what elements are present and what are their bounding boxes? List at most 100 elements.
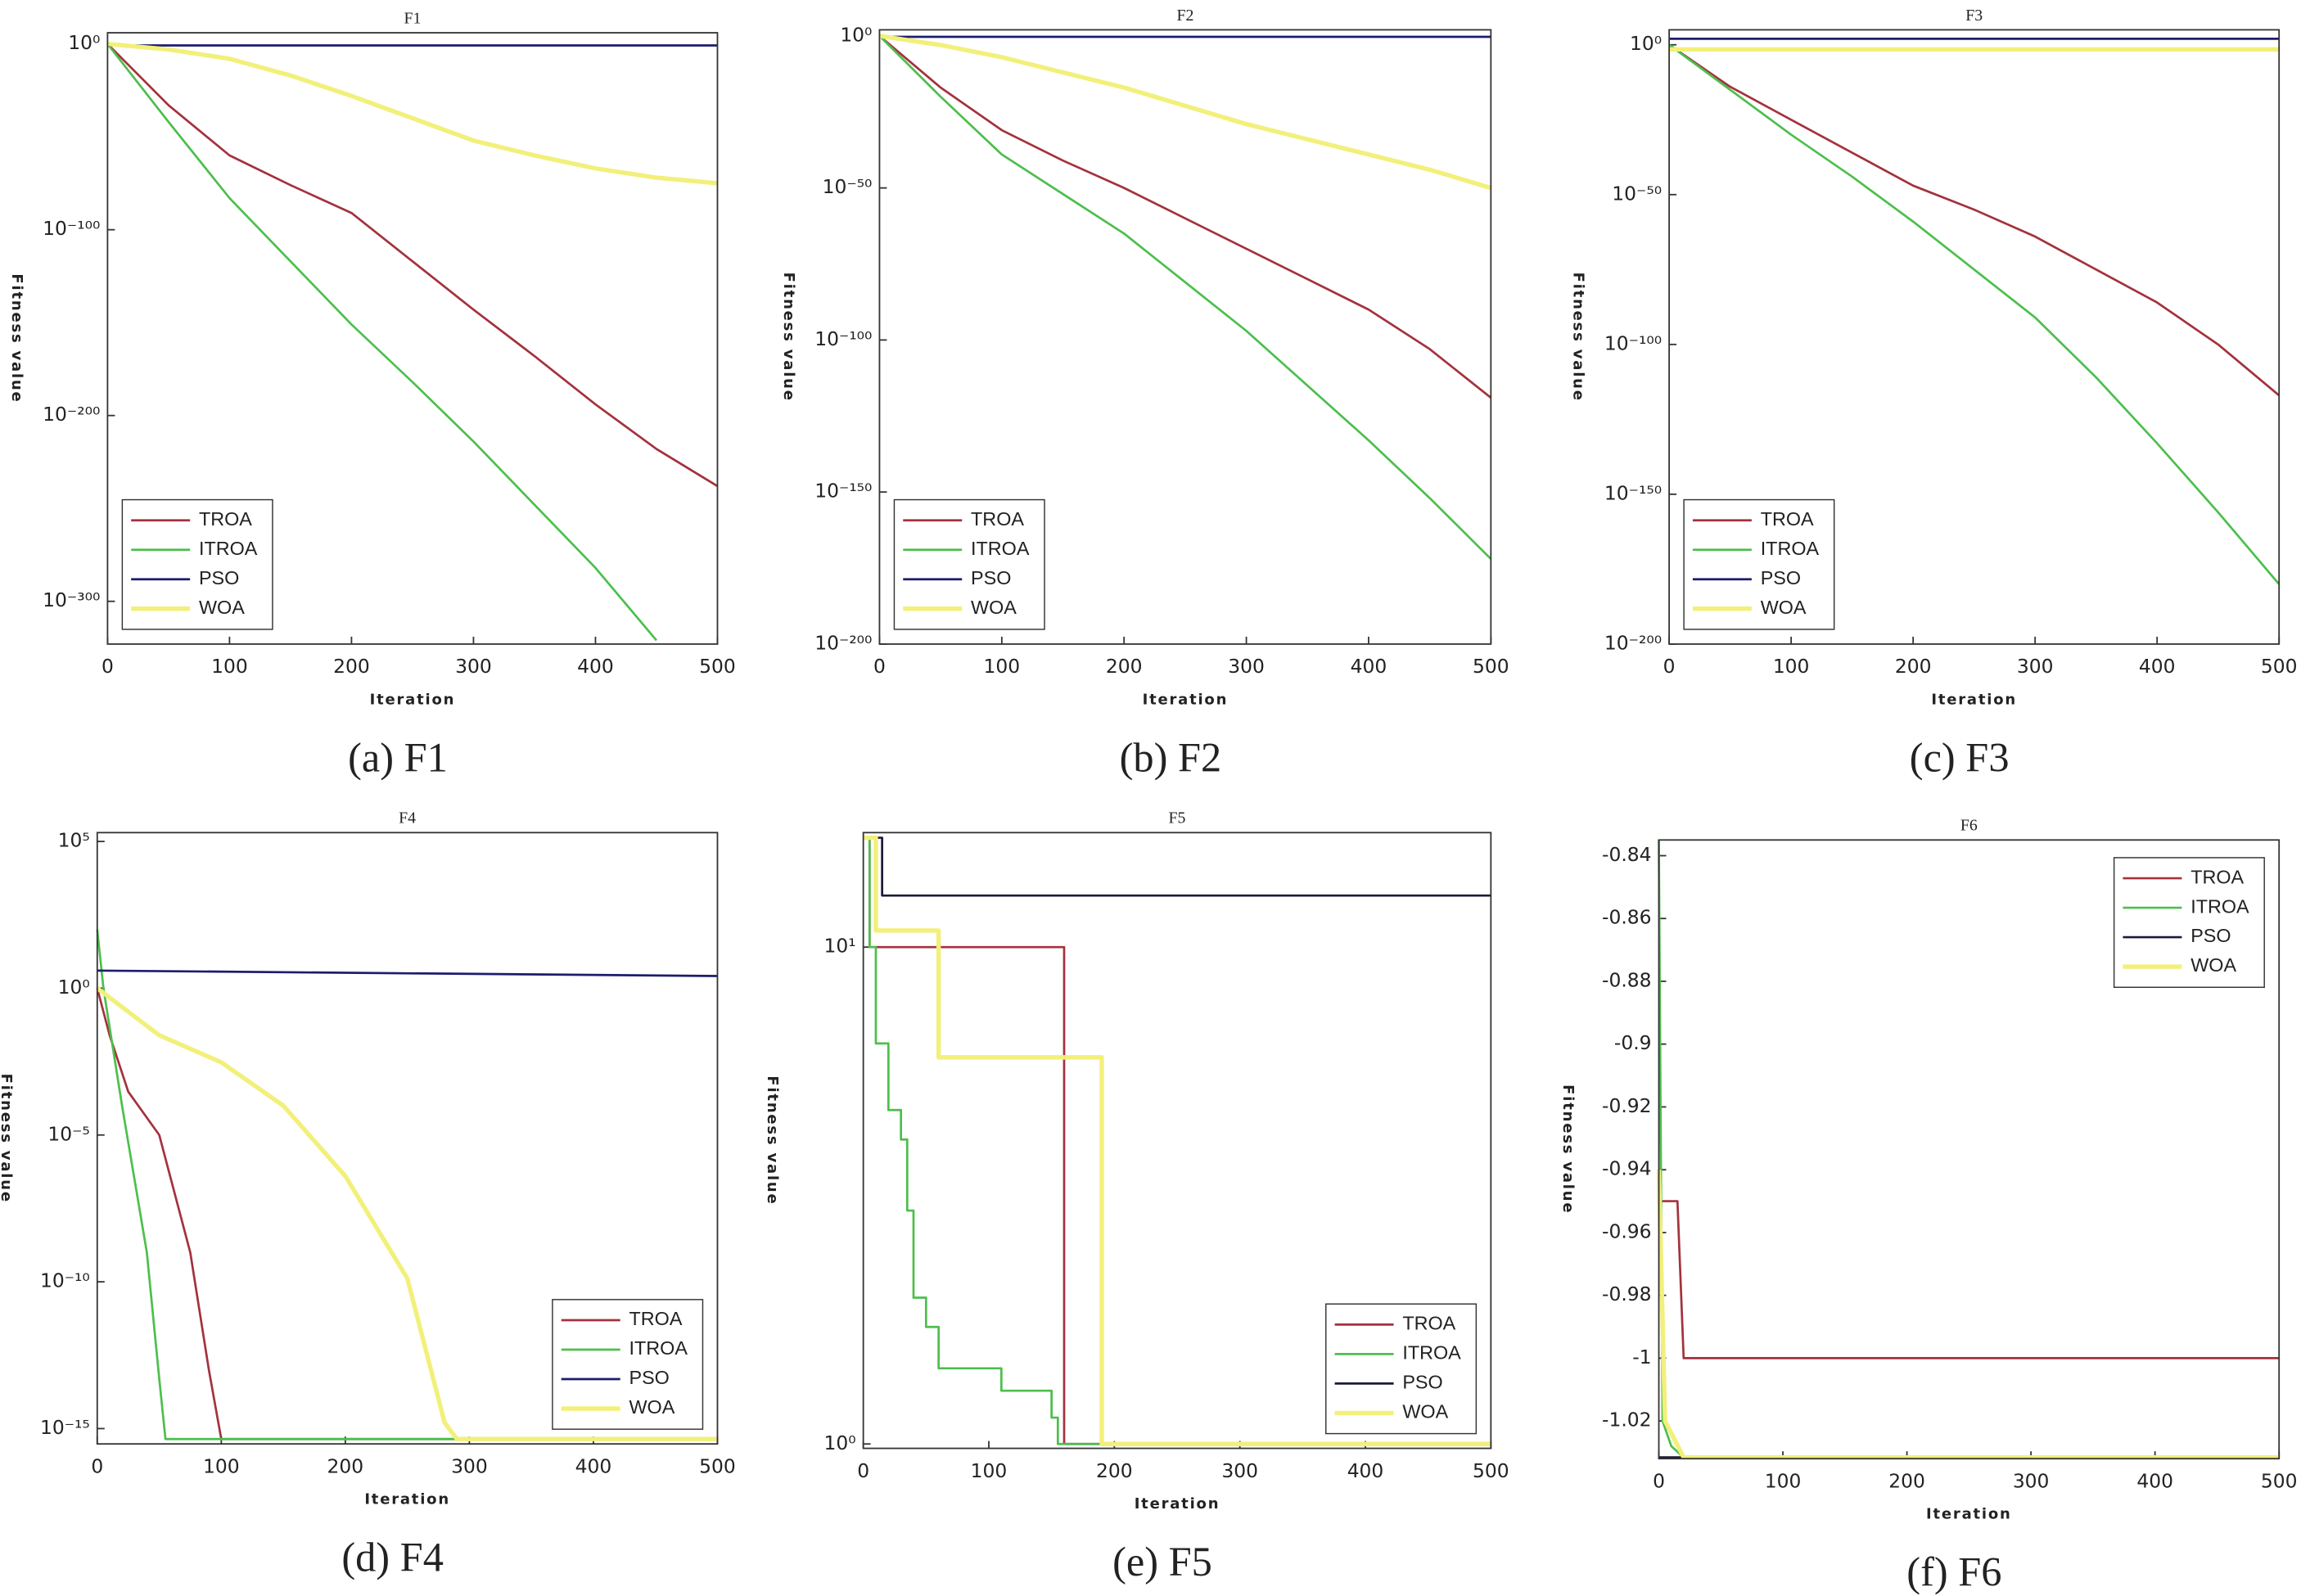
legend-label: WOA (1761, 597, 1807, 618)
y-tick-label: 10⁻¹⁰⁰ (814, 327, 872, 350)
x-tick-label: 100 (984, 655, 1021, 678)
axes-frame (106, 32, 719, 645)
y-tick-label: 10⁻¹⁵⁰ (814, 480, 872, 503)
y-tick-label: 10⁻¹⁰ (40, 1269, 90, 1292)
subplot: F1 Iteration Fitness value (a) F1 0 100 200 300… (8, 9, 736, 780)
legend-label: ITROA (1402, 1342, 1461, 1364)
legend: TROA ITROA PSO WOA (1325, 1303, 1478, 1435)
legend-label: PSO (971, 567, 1011, 588)
legend-label: WOA (199, 597, 245, 618)
y-tick-label: -0.86 (1602, 906, 1651, 929)
y-tick-label: -0.96 (1602, 1220, 1651, 1242)
x-tick-label: 0 (102, 655, 114, 678)
x-tick-label: 0 (857, 1459, 869, 1482)
chart-title: F4 (399, 809, 416, 827)
legend: TROA ITROA PSO WOA (552, 1299, 704, 1430)
subplot: F4 Iteration Fitness value (d) F4 0 100 200 300… (0, 809, 736, 1580)
y-tick-label: 10⁰ (824, 1431, 856, 1454)
y-tick-label: 10⁻¹⁰⁰ (43, 217, 100, 240)
y-tick-label: 10⁻¹⁵ (40, 1416, 90, 1439)
axes-frame (1668, 29, 2281, 645)
y-tick-label: 10⁰ (840, 23, 872, 46)
x-tick-label: 400 (575, 1454, 612, 1477)
y-tick-label: 10¹ (824, 935, 856, 958)
x-tick-label: 400 (2136, 1469, 2173, 1492)
series-line (863, 836, 1491, 1445)
series-line (107, 41, 718, 186)
x-tick-label: 300 (1221, 1459, 1258, 1482)
subplot: F6 Iteration Fitness value (f) F6 0 100 200 300… (1559, 817, 2298, 1595)
series-line (106, 43, 657, 642)
caption: (f) F6 (1906, 1549, 2001, 1595)
legend-label: WOA (2190, 954, 2236, 976)
y-tick-label: -0.84 (1602, 843, 1651, 866)
x-axis-label: Iteration (1135, 1495, 1220, 1513)
subplot: F3 Iteration Fitness value (c) F3 0 100 200 300… (1570, 7, 2298, 781)
x-axis-label: Iteration (1143, 691, 1229, 708)
y-tick-label: -0.98 (1602, 1283, 1651, 1305)
x-tick-label: 500 (1473, 1459, 1509, 1482)
legend-label: PSO (1761, 567, 1801, 588)
y-axis-label: Fitness value (764, 1075, 781, 1205)
series-line (1668, 43, 2281, 585)
y-tick-label: -0.88 (1602, 968, 1651, 991)
y-tick-label: 10⁰ (58, 976, 90, 999)
y-tick-label: 10⁻⁵⁰ (1612, 182, 1662, 205)
caption: (d) F4 (341, 1535, 444, 1580)
y-axis-label: Fitness value (0, 1074, 15, 1203)
axes-frame (1658, 839, 2281, 1460)
x-tick-label: 0 (1653, 1469, 1665, 1492)
legend: TROA ITROA PSO WOA (2113, 857, 2265, 988)
legend-label: TROA (1402, 1313, 1455, 1334)
y-tick-label: 10⁰ (1630, 32, 1662, 55)
x-tick-label: 300 (1228, 655, 1265, 678)
x-tick-label: 0 (873, 655, 886, 678)
y-tick-label: 10⁻³⁰⁰ (43, 588, 100, 611)
x-tick-label: 300 (2017, 655, 2054, 678)
x-tick-label: 300 (2013, 1469, 2050, 1492)
caption: (c) F3 (1910, 734, 2010, 780)
x-tick-label: 500 (699, 655, 736, 678)
chart-title: F2 (1176, 7, 1193, 25)
series-line (1656, 1170, 2280, 1460)
series-line (878, 34, 1492, 399)
chart-title: F6 (1960, 817, 1978, 835)
legend-label: TROA (629, 1308, 682, 1329)
legend-label: PSO (2190, 925, 2231, 946)
legend-label: PSO (629, 1367, 669, 1388)
legend-label: ITROA (2190, 895, 2249, 917)
axes-frame (96, 832, 719, 1445)
series-line (106, 43, 719, 488)
x-axis-label: Iteration (364, 1491, 450, 1508)
x-tick-label: 400 (2139, 655, 2176, 678)
x-tick-label: 200 (1888, 1469, 1925, 1492)
y-axis-label: Fitness value (1559, 1084, 1577, 1214)
y-tick-label: 10⁰ (68, 31, 100, 54)
x-tick-label: 500 (2261, 655, 2298, 678)
x-tick-label: 100 (1773, 655, 1810, 678)
x-tick-label: 400 (1351, 655, 1387, 678)
x-axis-label: Iteration (370, 691, 456, 708)
y-tick-label: 10⁻²⁰⁰ (1604, 631, 1662, 654)
chart-title: F5 (1169, 809, 1186, 827)
series-line (96, 986, 718, 1441)
legend-label: ITROA (1761, 538, 1820, 559)
legend-label: ITROA (199, 538, 258, 559)
series-line (878, 34, 1492, 560)
subplot: F2 Iteration Fitness value (b) F2 0 100 200 300… (780, 7, 1509, 781)
y-axis-label: Fitness value (780, 273, 797, 402)
x-tick-label: 100 (203, 1454, 240, 1477)
x-tick-label: 500 (2261, 1469, 2298, 1492)
x-tick-label: 0 (91, 1454, 103, 1477)
legend-label: TROA (1761, 508, 1814, 530)
series-line (1658, 1200, 2280, 1359)
y-tick-label: 10⁵ (58, 829, 90, 852)
legend-label: WOA (629, 1396, 675, 1418)
y-tick-label: -1 (1632, 1346, 1651, 1368)
legend: TROA ITROA PSO WOA (1683, 498, 1835, 630)
y-tick-label: -0.94 (1602, 1157, 1651, 1180)
axes-frame (878, 29, 1492, 645)
x-tick-label: 500 (1473, 655, 1509, 678)
legend-label: ITROA (629, 1337, 688, 1359)
